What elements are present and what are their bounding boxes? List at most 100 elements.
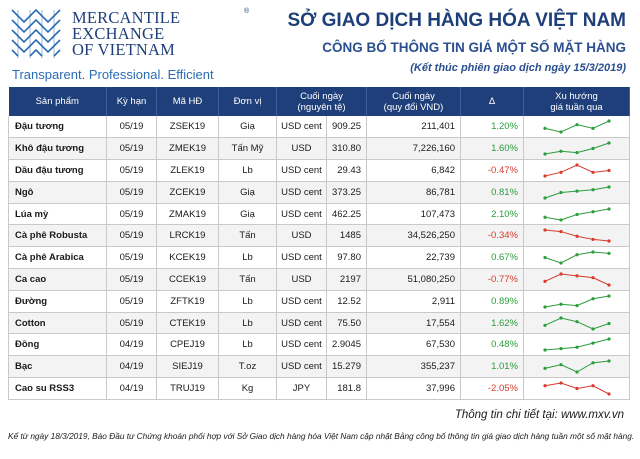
cell-trend	[523, 333, 630, 357]
cell-term: 04/19	[106, 377, 157, 400]
cell-code: ZLEK19	[156, 159, 219, 182]
cell-product: Đậu tương	[8, 116, 107, 139]
table-row: Lúa mỳ 05/19 ZMAK19 Giạ USD cent 462.25 107,47…	[8, 203, 630, 226]
cell-change: 1.01%	[460, 355, 524, 379]
trend-point	[558, 381, 563, 385]
trend-point	[542, 196, 547, 200]
table-row: Cà phê Robusta 05/19 LRCK19 Tấn USD 1485 34,52…	[8, 224, 630, 248]
cell-currency: USD	[276, 224, 327, 248]
trend-sparkline	[542, 141, 611, 156]
trend-point	[606, 185, 611, 189]
trend-point	[574, 123, 579, 127]
cell-product: Cà phê Robusta	[8, 224, 107, 248]
registered-mark: ®	[244, 8, 250, 15]
table-row: Đậu tương 05/19 ZSEK19 Giạ USD cent 909.25 211…	[8, 116, 630, 139]
cell-code: LRCK19	[156, 224, 219, 248]
cell-change: -0.47%	[460, 159, 524, 182]
cell-term: 05/19	[106, 246, 157, 270]
details-link[interactable]: Thông tin chi tiết tại: www.mxv.vn	[454, 409, 624, 421]
trend-point	[542, 126, 547, 131]
cell-term: 05/19	[106, 137, 157, 161]
cell-product: Ngô	[8, 181, 107, 204]
trend-point	[558, 261, 563, 265]
cell-price: 75.50	[326, 312, 367, 335]
trend-point	[542, 279, 547, 283]
cell-price-vnd: 2,911	[366, 290, 461, 313]
cell-price: 15.279	[326, 355, 367, 379]
cell-product: Lúa mỳ	[8, 203, 107, 226]
trend-point	[590, 296, 595, 301]
header-trend-l2: giá tuần qua	[550, 101, 603, 113]
cell-currency: USD cent	[276, 290, 327, 313]
trend-point	[606, 283, 611, 287]
header-close-vnd-l1: Cuối ngày	[392, 90, 435, 102]
table-header-row: Sản phẩm Kỳ hạn Mã HĐ Đơn vị Cuối ngày (…	[8, 87, 630, 116]
cell-unit: Lb	[218, 290, 277, 313]
cell-unit: Kg	[218, 377, 277, 400]
cell-trend	[523, 246, 630, 270]
trend-sparkline	[542, 315, 611, 331]
cell-unit: Lb	[218, 333, 277, 357]
trend-sparkline	[542, 337, 611, 352]
trend-point	[542, 215, 547, 219]
trend-sparkline	[542, 381, 611, 396]
trend-sparkline	[542, 359, 611, 374]
cell-price: 462.25	[326, 203, 367, 226]
cell-term: 05/19	[106, 116, 157, 139]
trend-point	[542, 384, 547, 388]
table-row: Ngô 05/19 ZCEK19 Giạ USD cent 373.25 86,781 0.8…	[8, 181, 630, 204]
trend-point	[558, 230, 563, 234]
cell-trend	[523, 116, 630, 139]
trend-point	[606, 392, 611, 396]
trend-point	[574, 253, 579, 257]
cell-price: 12.52	[326, 290, 367, 313]
cell-price-vnd: 37,996	[366, 377, 461, 400]
trend-line	[544, 164, 609, 177]
cell-code: SIEJ19	[156, 355, 219, 379]
cell-currency: USD	[276, 268, 327, 291]
session-date-note: (Kết thúc phiên giao dịch ngày 15/3/2019…	[410, 62, 626, 74]
page-title: SỞ GIAO DỊCH HÀNG HÓA VIỆT NAM	[287, 10, 626, 31]
cell-price: 97.80	[326, 246, 367, 270]
trend-sparkline	[542, 185, 611, 200]
cell-price-vnd: 6,842	[366, 159, 461, 182]
cell-price-vnd: 107,473	[366, 203, 461, 226]
cell-currency: USD cent	[276, 246, 327, 270]
cell-change: 0.67%	[460, 246, 524, 270]
trend-point	[558, 347, 563, 351]
tagline: Transparent. Professional. Efficient	[12, 67, 214, 82]
cell-term: 04/19	[106, 355, 157, 379]
trend-line	[544, 317, 609, 330]
trend-point	[606, 337, 611, 341]
trend-point	[542, 323, 547, 327]
cell-trend	[523, 159, 630, 182]
cell-term: 05/19	[106, 290, 157, 313]
trend-point	[542, 228, 547, 232]
trend-point	[542, 256, 547, 260]
trend-point	[558, 130, 563, 134]
cell-unit: Tấn	[218, 268, 277, 291]
footnote: Kể từ ngày 18/3/2019, Báo Đầu tư Chứng k…	[8, 431, 635, 441]
logo-mark-icon	[11, 8, 61, 58]
cell-unit: Lb	[218, 312, 277, 335]
cell-term: 05/19	[106, 224, 157, 248]
trend-point	[590, 170, 595, 174]
table-row: Ca cao 05/19 CCEK19 Tấn USD 2197 51,080,250 -0.…	[8, 268, 630, 291]
trend-point	[590, 187, 595, 192]
table-row: Cà phê Arabica 05/19 KCEK19 Lb USD cent 97.80…	[8, 246, 630, 270]
cell-product: Bạc	[8, 355, 107, 379]
trend-sparkline	[542, 272, 611, 287]
cell-product: Dầu đậu tương	[8, 159, 107, 182]
cell-term: 04/19	[106, 333, 157, 357]
trend-point	[558, 302, 563, 306]
cell-code: KCEK19	[156, 246, 219, 270]
header-trend: Xu hướng giá tuần qua	[523, 87, 630, 116]
header-trend-l1: Xu hướng	[555, 90, 598, 102]
cell-product: Cotton	[8, 312, 107, 335]
cell-code: ZCEK19	[156, 181, 219, 204]
cell-price-vnd: 211,401	[366, 116, 461, 139]
table-row: Dầu đậu tương 05/19 ZLEK19 Lb USD cent 29.43 6…	[8, 159, 630, 182]
trend-point	[606, 359, 611, 363]
cell-price-vnd: 22,739	[366, 246, 461, 270]
cell-price: 909.25	[326, 116, 367, 139]
